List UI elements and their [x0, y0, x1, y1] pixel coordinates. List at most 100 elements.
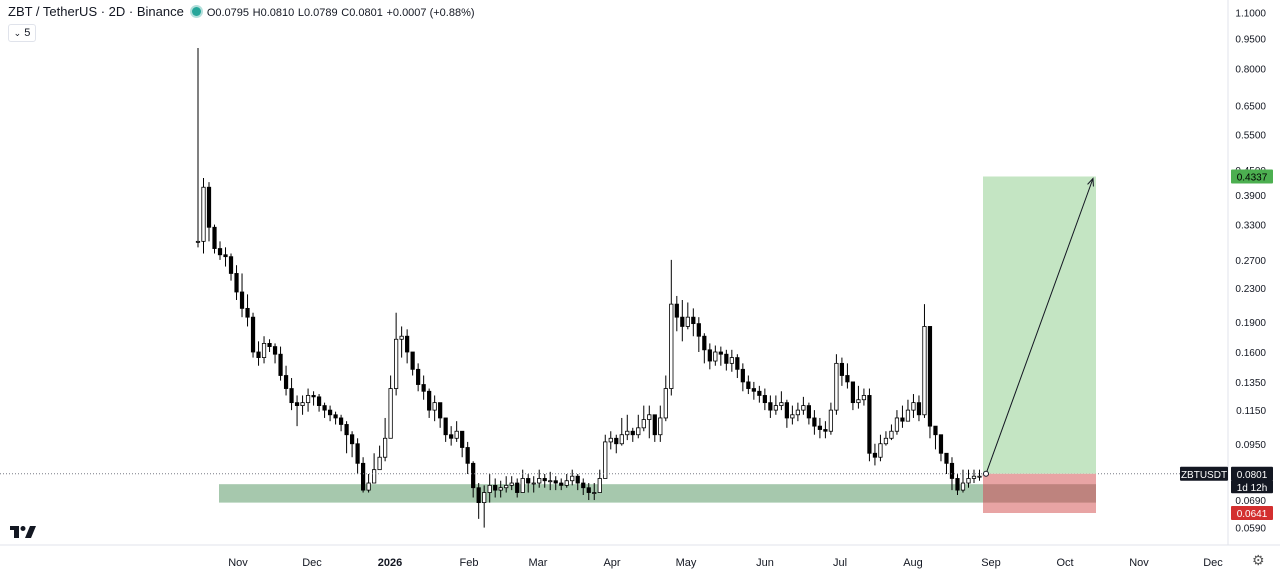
candle [696, 317, 701, 352]
x-tick-label: Nov [228, 557, 248, 569]
stop-price-tag: 0.0641 [1231, 506, 1273, 521]
stop-price-tag-bg [1231, 506, 1273, 521]
y-tick-label: 0.1150 [1236, 406, 1266, 417]
gear-icon[interactable]: ⚙ [1252, 552, 1265, 568]
candle-body [812, 417, 817, 427]
candle-body [250, 316, 256, 353]
candle [883, 431, 889, 446]
candle [658, 405, 663, 442]
candle [322, 402, 327, 418]
target-price-tag-text: 0.4337 [1237, 172, 1268, 183]
symbol-price-tag: ZBTUSDT [1180, 466, 1228, 481]
candle-body [949, 462, 955, 479]
candle-body [927, 326, 933, 427]
candle [938, 434, 944, 462]
market-status-icon [191, 7, 201, 16]
candle-body [471, 462, 476, 489]
candle-body [372, 469, 377, 484]
target-price-tag-bg [1231, 169, 1273, 184]
indicator-count: 5 [24, 27, 31, 39]
candle [806, 402, 811, 425]
candle-body [570, 475, 575, 482]
candle [493, 478, 498, 498]
candle-body [795, 409, 800, 416]
candle [685, 302, 690, 330]
tradingview-logo-icon[interactable] [10, 524, 36, 545]
candle-body [718, 351, 723, 355]
candle-body [399, 335, 404, 340]
candle [630, 427, 635, 442]
countdown-tag-text: 1d 12h [1237, 483, 1268, 494]
candle-body [575, 475, 580, 484]
candle [762, 388, 767, 411]
candle [542, 474, 547, 488]
candle [674, 295, 679, 332]
candle-body [729, 357, 734, 364]
y-tick-label: 1.1000 [1235, 9, 1266, 20]
candle-body [410, 351, 415, 370]
target-price-tag: 0.4337 [1231, 169, 1273, 184]
candle [427, 388, 432, 418]
candle-body [735, 357, 740, 370]
candle-body [195, 240, 201, 243]
candle [212, 224, 217, 254]
candle [548, 471, 553, 491]
candle-body [696, 323, 701, 337]
candle [773, 395, 778, 415]
candle [383, 417, 388, 462]
y-tick-label: 0.2300 [1235, 284, 1266, 295]
candle [570, 469, 575, 486]
candle [261, 336, 267, 364]
candle-body [658, 417, 663, 436]
candle-body [564, 480, 569, 486]
candle [823, 421, 828, 439]
candle-body [823, 429, 828, 432]
candle-body [454, 430, 459, 439]
candle-body [520, 478, 525, 493]
candle-body [894, 417, 900, 432]
candle-body [465, 447, 470, 464]
candle [300, 395, 305, 415]
candle-body [322, 405, 327, 411]
candle [416, 363, 421, 392]
candle [878, 434, 883, 462]
candle [360, 457, 366, 493]
candle-body [383, 437, 388, 458]
zone-overlap [983, 484, 1096, 503]
candle [432, 395, 437, 422]
candle-body [872, 452, 878, 458]
candle [619, 417, 624, 446]
candle-body [487, 484, 492, 493]
candle-body [333, 414, 338, 419]
candle-body [267, 343, 272, 347]
candle-body [900, 417, 905, 422]
indicators-toggle-button[interactable]: ⌄ 5 [8, 24, 36, 42]
ohlc-high: H0.0810 [252, 7, 295, 19]
candle [971, 469, 977, 484]
candle-body [762, 395, 767, 404]
candle [349, 431, 355, 458]
symbol-title[interactable]: ZBT / TetherUS · 2D · Binance [8, 4, 184, 19]
candle [289, 378, 294, 411]
candle [641, 405, 646, 432]
candle [256, 341, 261, 366]
candle [944, 452, 949, 474]
candle-body [443, 417, 448, 436]
candle [751, 381, 756, 400]
x-tick-label: Oct [1056, 557, 1073, 569]
x-tick-label: Dec [302, 557, 322, 569]
y-tick-label: 0.6500 [1235, 101, 1266, 112]
candle-body [311, 395, 316, 398]
candle [366, 474, 371, 493]
candle-body [757, 390, 762, 396]
candle [399, 326, 404, 358]
candle-body [239, 291, 245, 309]
candle-body [548, 480, 553, 483]
candle [768, 395, 773, 418]
arrowhead-icon [1087, 177, 1094, 187]
candle [812, 410, 817, 435]
candle [839, 357, 845, 386]
candle [206, 182, 212, 242]
candle-body [773, 405, 778, 411]
